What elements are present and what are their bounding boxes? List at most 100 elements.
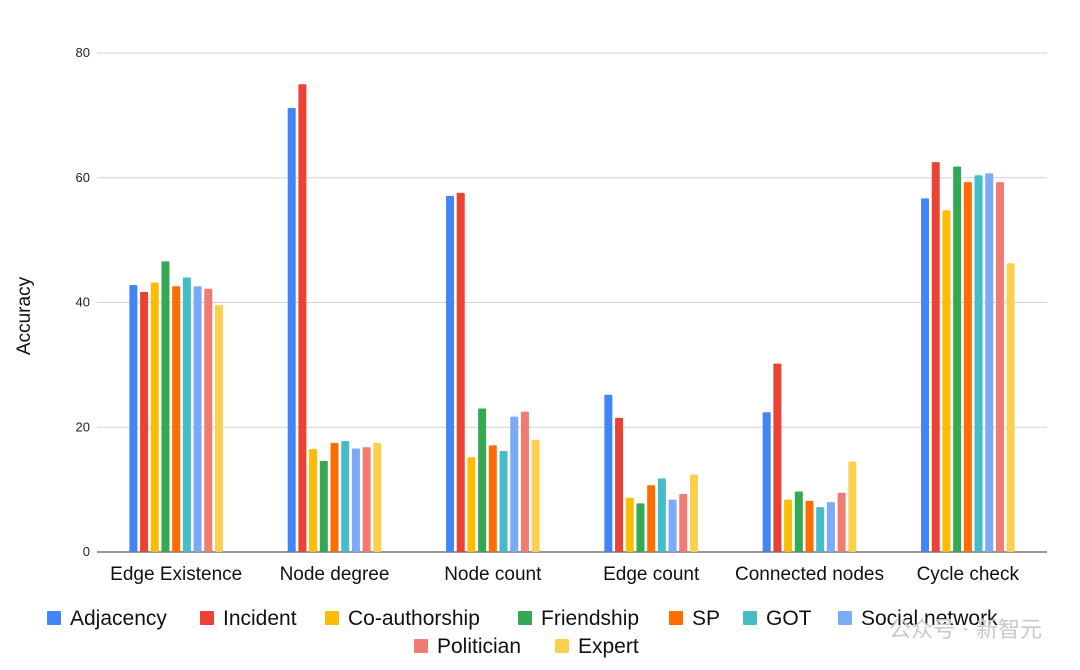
bar-adjacency-1 xyxy=(287,107,296,552)
legend-swatch xyxy=(555,639,569,653)
bar-adjacency-4 xyxy=(762,412,771,552)
legend-label: Politician xyxy=(437,635,521,658)
bar-social-network-3 xyxy=(668,499,677,552)
bar-incident-2 xyxy=(456,192,465,552)
bar-expert-4 xyxy=(848,461,857,552)
bar-friendship-2 xyxy=(478,408,487,552)
legend-label: Friendship xyxy=(541,607,639,630)
bar-expert-1 xyxy=(373,442,382,552)
legend-item-sp: SP xyxy=(669,607,720,630)
legend-item-co-authorship: Co-authorship xyxy=(325,607,480,630)
bars xyxy=(129,84,1015,552)
legend-label: Social network xyxy=(861,607,998,630)
legend-label: GOT xyxy=(766,607,812,630)
bar-incident-5 xyxy=(931,162,940,552)
bar-expert-0 xyxy=(214,305,223,552)
y-tick-label: 80 xyxy=(76,45,90,60)
legend-swatch xyxy=(414,639,428,653)
legend-label: Co-authorship xyxy=(348,607,480,630)
bar-co-authorship-1 xyxy=(309,449,318,552)
bar-politician-5 xyxy=(995,182,1004,552)
legend-swatch xyxy=(518,611,532,625)
bar-friendship-5 xyxy=(953,166,962,552)
bar-politician-4 xyxy=(837,492,846,552)
bar-friendship-0 xyxy=(161,261,170,552)
bar-co-authorship-2 xyxy=(467,457,476,552)
bar-co-authorship-0 xyxy=(150,282,159,552)
x-category-label: Connected nodes xyxy=(735,564,884,585)
bar-social-network-5 xyxy=(985,173,994,552)
bar-politician-0 xyxy=(204,288,213,552)
bar-sp-3 xyxy=(647,485,656,552)
bar-social-network-2 xyxy=(510,416,519,552)
bar-politician-2 xyxy=(520,411,529,552)
bar-politician-3 xyxy=(679,493,688,552)
legend-swatch xyxy=(47,611,61,625)
bar-adjacency-2 xyxy=(446,195,455,552)
bar-got-0 xyxy=(182,277,191,552)
bar-co-authorship-3 xyxy=(625,497,634,552)
x-category-label: Node count xyxy=(444,564,542,585)
legend-swatch xyxy=(669,611,683,625)
legend-item-got: GOT xyxy=(743,607,812,630)
bar-expert-2 xyxy=(531,439,540,552)
legend-swatch xyxy=(325,611,339,625)
bar-got-3 xyxy=(657,478,666,552)
bar-expert-5 xyxy=(1006,263,1015,552)
bar-got-5 xyxy=(974,175,983,552)
gridlines xyxy=(97,52,1047,553)
bar-social-network-4 xyxy=(826,502,835,552)
legend-label: Expert xyxy=(578,635,639,658)
legend-item-expert: Expert xyxy=(555,635,639,658)
x-category-label: Edge Existence xyxy=(110,564,242,585)
y-axis-ticks: 0 20 40 60 80 xyxy=(76,45,90,559)
bar-social-network-0 xyxy=(193,286,202,552)
bar-incident-1 xyxy=(298,84,307,552)
bar-sp-1 xyxy=(330,442,339,552)
legend-item-friendship: Friendship xyxy=(518,607,639,630)
bar-friendship-4 xyxy=(794,491,803,552)
x-axis-category-labels: Edge Existence Node degree Node count Edge … xyxy=(110,564,1019,585)
bar-social-network-1 xyxy=(351,448,360,552)
bar-got-2 xyxy=(499,450,508,552)
legend-item-politician: Politician xyxy=(414,635,521,658)
bar-got-1 xyxy=(341,440,350,552)
bar-sp-2 xyxy=(488,445,497,552)
x-category-label: Edge count xyxy=(603,564,700,585)
bar-expert-3 xyxy=(689,474,698,552)
legend-label: Adjacency xyxy=(70,607,167,630)
bar-incident-0 xyxy=(140,291,149,552)
bar-sp-0 xyxy=(172,286,181,552)
y-tick-label: 60 xyxy=(76,170,90,185)
x-category-label: Cycle check xyxy=(917,564,1020,585)
bar-incident-3 xyxy=(615,417,624,552)
legend-swatch xyxy=(838,611,852,625)
legend-swatch xyxy=(200,611,214,625)
legend-label: Incident xyxy=(223,607,297,630)
bar-friendship-1 xyxy=(319,460,328,552)
legend-label: SP xyxy=(692,607,720,630)
legend-item-social-network: Social network xyxy=(838,607,998,630)
y-tick-label: 0 xyxy=(83,544,90,559)
y-tick-label: 40 xyxy=(76,295,90,310)
bar-sp-5 xyxy=(963,182,972,552)
x-category-label: Node degree xyxy=(280,564,390,585)
legend-item-adjacency: Adjacency xyxy=(47,607,167,630)
legend-swatch xyxy=(743,611,757,625)
legend-item-incident: Incident xyxy=(200,607,297,630)
bar-adjacency-3 xyxy=(604,394,613,552)
bar-co-authorship-4 xyxy=(784,499,793,552)
legend: Adjacency Incident Co-authorship Friendship… xyxy=(47,607,998,658)
bar-friendship-3 xyxy=(636,503,645,552)
bar-adjacency-0 xyxy=(129,285,138,552)
bar-incident-4 xyxy=(773,363,782,552)
bar-co-authorship-5 xyxy=(942,210,951,552)
bar-sp-4 xyxy=(805,500,814,552)
bar-got-4 xyxy=(816,507,825,552)
bar-politician-1 xyxy=(362,447,371,552)
watermark: 公众号 · 新智元 xyxy=(889,618,1042,643)
y-tick-label: 20 xyxy=(76,419,90,434)
bar-adjacency-5 xyxy=(921,198,930,552)
y-axis-label: Accuracy xyxy=(14,276,35,355)
